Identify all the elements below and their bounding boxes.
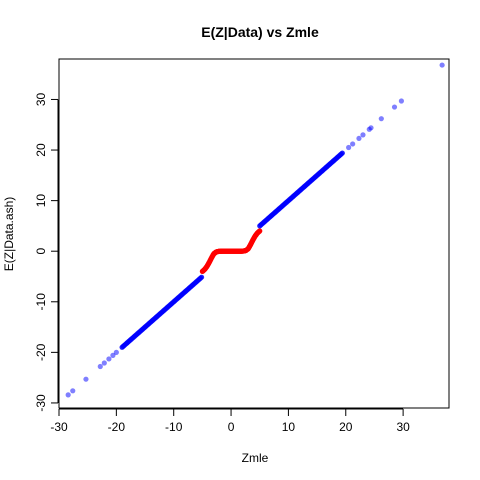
data-point [439,62,445,68]
data-point [368,125,374,131]
plot-frame [58,58,450,409]
y-tick-label: 10 [34,194,48,208]
x-tick-label: 10 [282,420,296,434]
data-point [257,228,263,234]
data-point [70,388,76,394]
data-point [65,392,71,398]
data-point [339,150,345,156]
data-point [106,356,112,362]
y-axis: -30 -20 -10 0 10 20 30 [34,92,59,412]
plot-area [65,62,445,398]
x-tick-label: 20 [339,420,353,434]
x-tick-label: -30 [50,420,68,434]
y-axis-label: E(Z|Data.ash) [2,197,16,271]
data-point [356,135,362,142]
data-point [350,141,356,147]
x-tick-label: -10 [165,420,183,434]
data-point [97,363,103,370]
chart-title: E(Z|Data) vs Zmle [201,24,319,40]
x-tick-label: -20 [108,420,126,434]
data-point [398,98,404,104]
data-point [391,104,398,110]
data-point [113,349,119,355]
y-tick-label: -10 [34,293,48,311]
data-point [83,376,89,382]
y-tick-label: -30 [34,394,48,412]
y-tick-label: 0 [34,248,48,255]
data-point [110,352,116,358]
y-tick-label: 20 [34,143,48,157]
x-axis: -30 -20 -10 0 10 20 30 [50,408,410,434]
x-axis-label: Zmle [242,451,269,465]
data-point [360,132,366,138]
y-tick-label: -20 [34,343,48,361]
data-point [101,360,107,366]
data-point [378,116,384,122]
x-tick-label: 0 [228,420,235,434]
data-point [346,144,352,151]
y-tick-label: 30 [34,92,48,106]
x-tick-label: 30 [396,420,410,434]
data-point [198,274,205,280]
